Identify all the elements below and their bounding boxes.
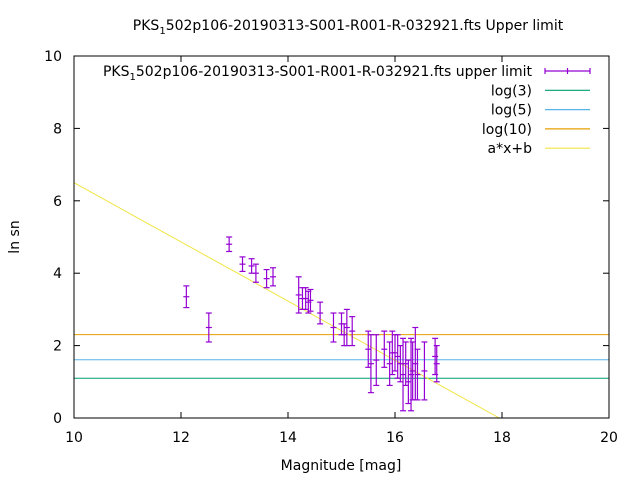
x-tick-label: 18 (493, 430, 511, 446)
x-tick-label: 14 (279, 430, 297, 446)
x-tick-label: 20 (600, 430, 618, 446)
legend-item: log(3) (491, 83, 590, 99)
data-point (317, 301, 324, 325)
x-tick-label: 10 (65, 430, 83, 446)
data-point (330, 312, 337, 343)
data-point (248, 258, 255, 274)
y-tick-label: 10 (44, 49, 62, 65)
chart-title-subscript: 1 (159, 26, 165, 37)
y-tick-label: 6 (53, 194, 62, 210)
data-point (302, 287, 309, 310)
data-point (365, 330, 372, 368)
svg-text:PKS1502p106-20190313-S001-R001: PKS1502p106-20190313-S001-R001-R-032921.… (133, 18, 564, 37)
legend-label: log(10) (482, 122, 532, 138)
chart-title: PKS1502p106-20190313-S001-R001-R-032921.… (133, 18, 564, 37)
legend-label: a*x+b (488, 141, 533, 157)
data-point (295, 276, 302, 314)
legend-item: a*x+b (488, 141, 590, 157)
y-tick-label: 8 (53, 121, 62, 137)
data-point (183, 285, 190, 309)
data-point (349, 316, 356, 347)
data-point (263, 268, 270, 289)
legend-item: log(5) (491, 103, 590, 119)
y-axis-label: ln sn (7, 220, 23, 253)
data-point (367, 334, 374, 394)
legend-label: PKS1502p106-20190313-S001-R001-R-032921.… (103, 64, 533, 83)
y-tick-label: 0 (53, 411, 62, 427)
legend-item: PKS1502p106-20190313-S001-R001-R-032921.… (103, 64, 591, 83)
data-point (205, 312, 212, 343)
data-point (433, 345, 440, 383)
data-point (414, 348, 421, 401)
data-point (270, 267, 277, 287)
plot-border (73, 55, 610, 419)
data-point (381, 330, 388, 368)
data-point (373, 334, 380, 387)
chart-title-part-2: 502p106-20190313-S001-R001-R-032921.fts … (166, 18, 564, 34)
data-point (421, 341, 428, 401)
legend-item: log(10) (482, 122, 590, 138)
x-tick-label: 12 (172, 430, 190, 446)
x-axis-label: Magnitude [mag] (281, 458, 402, 474)
chart-title-part-1: PKS (133, 18, 160, 34)
fit-line (74, 182, 500, 418)
data-point (405, 359, 412, 405)
data-point (307, 288, 314, 312)
legend-label: log(3) (491, 83, 532, 99)
data-point (408, 337, 415, 412)
data-point (394, 334, 401, 379)
data-point (386, 341, 393, 387)
data-point (226, 236, 233, 253)
data-point (402, 341, 409, 387)
y-tick-label: 2 (53, 339, 62, 355)
legend-label: log(5) (491, 103, 532, 119)
data-point (239, 256, 246, 272)
data-point (400, 337, 407, 412)
data-point (252, 263, 259, 283)
legend: PKS1502p106-20190313-S001-R001-R-032921.… (103, 64, 591, 157)
x-tick-label: 16 (386, 430, 404, 446)
data-point (397, 345, 404, 383)
data-point (343, 308, 350, 347)
axes: 10 12 14 16 18 20 0 2 4 6 8 10 (44, 49, 618, 446)
y-tick-label: 4 (53, 266, 62, 282)
plot-area (74, 182, 609, 418)
